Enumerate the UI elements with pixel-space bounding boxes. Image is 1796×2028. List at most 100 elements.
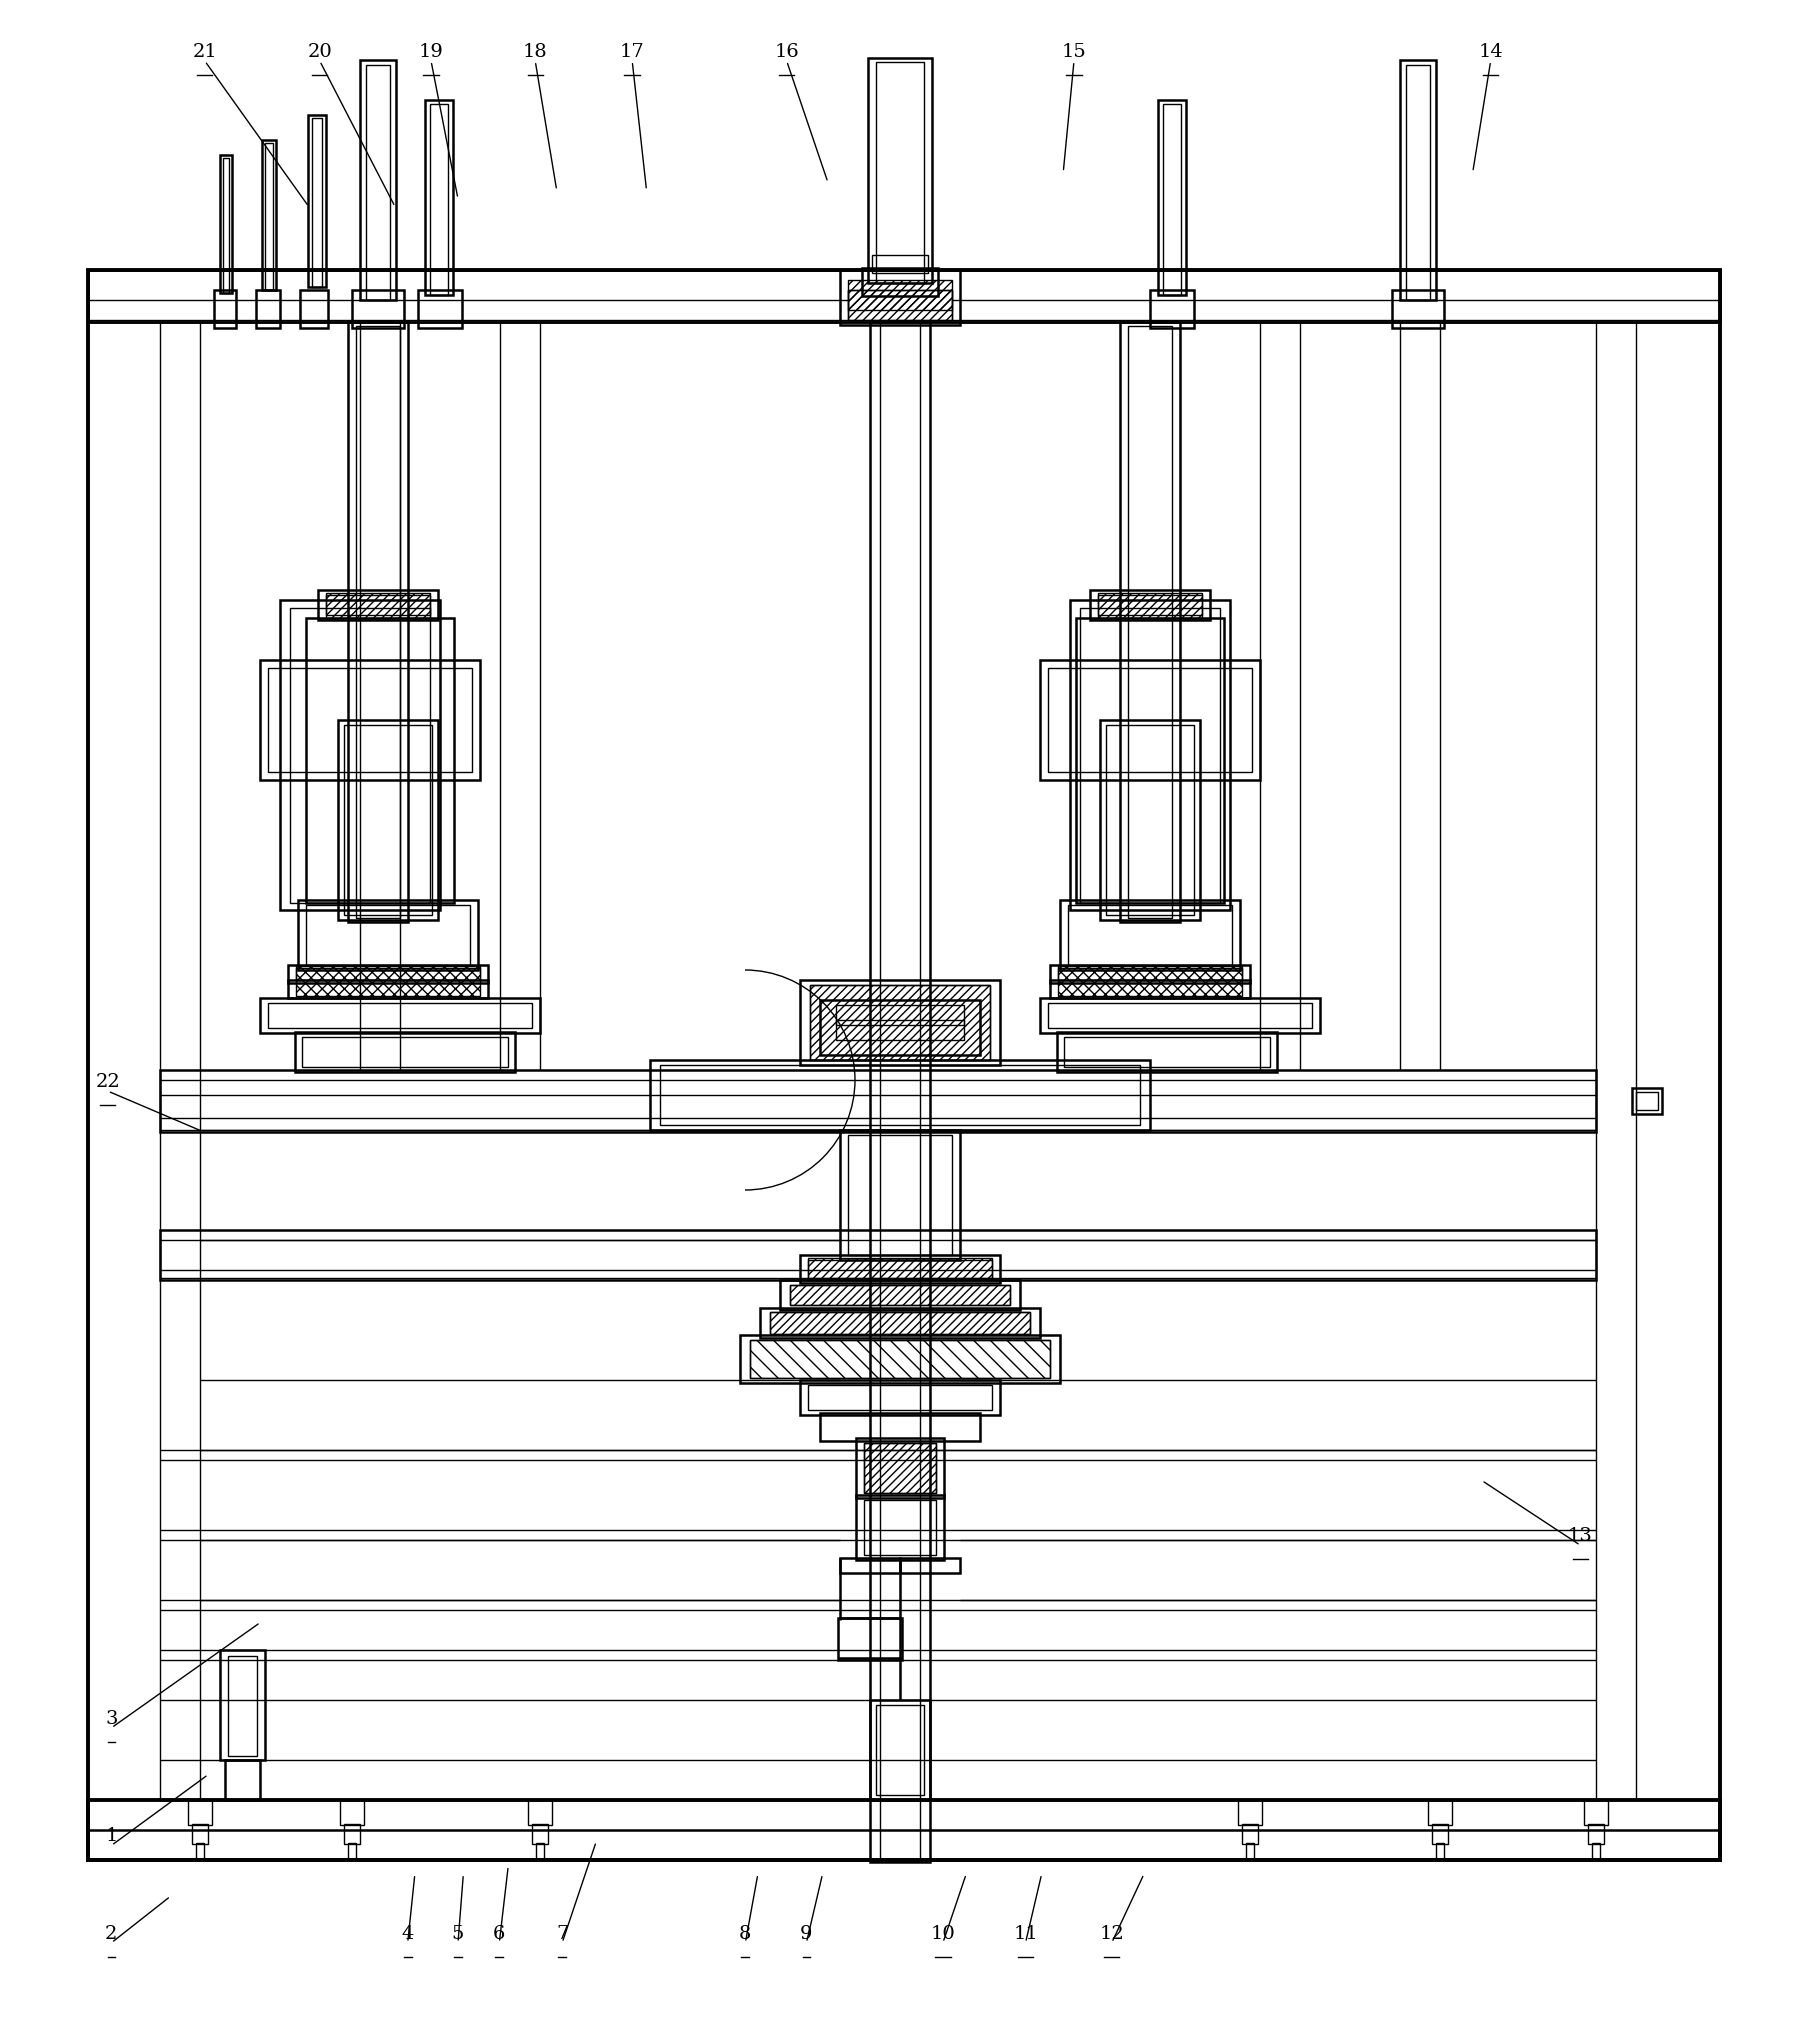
Bar	[869, 322, 930, 1862]
Bar	[1588, 1823, 1604, 1843]
Bar	[268, 1004, 532, 1028]
Text: 7: 7	[557, 1925, 568, 1943]
Bar	[366, 65, 390, 300]
Bar	[864, 1444, 936, 1493]
Text: 9: 9	[801, 1925, 812, 1943]
Bar	[821, 1000, 981, 1055]
Bar	[808, 1259, 991, 1278]
Bar	[1591, 1843, 1600, 1860]
Bar	[287, 980, 489, 998]
Text: 6: 6	[494, 1925, 505, 1943]
Bar	[348, 322, 408, 923]
Text: 22: 22	[95, 1073, 120, 1091]
Bar	[296, 967, 480, 980]
Bar	[770, 1312, 1029, 1334]
Bar	[535, 1843, 544, 1860]
Bar	[810, 986, 990, 1061]
Bar	[318, 590, 438, 621]
Bar	[160, 1071, 1597, 1132]
Bar	[779, 1280, 1020, 1310]
Bar	[867, 59, 932, 284]
Bar	[1128, 327, 1173, 919]
Bar	[835, 1006, 964, 1024]
Text: 21: 21	[192, 43, 217, 61]
Text: 8: 8	[740, 1925, 751, 1943]
Text: 10: 10	[930, 1925, 955, 1943]
Text: 17: 17	[620, 43, 645, 61]
Bar	[873, 256, 929, 274]
Bar	[196, 1843, 205, 1860]
Bar	[1406, 65, 1430, 300]
Bar	[266, 144, 273, 290]
Bar	[296, 965, 480, 996]
Bar	[1058, 965, 1243, 996]
Bar	[1097, 592, 1202, 619]
Bar	[356, 327, 401, 919]
Bar	[1099, 720, 1200, 921]
Bar	[808, 1385, 991, 1409]
Bar	[219, 1651, 266, 1760]
Bar	[1049, 1004, 1313, 1028]
Bar	[426, 99, 453, 294]
Text: 5: 5	[453, 1925, 463, 1943]
Bar	[352, 290, 404, 329]
Text: 4: 4	[402, 1925, 413, 1943]
Bar	[1051, 965, 1250, 984]
Bar	[1158, 99, 1185, 294]
Bar	[262, 140, 277, 290]
Bar	[1246, 1843, 1254, 1860]
Bar	[280, 600, 440, 911]
Bar	[1121, 322, 1180, 923]
Bar	[1106, 724, 1194, 915]
Bar	[1058, 1032, 1277, 1073]
Bar	[1431, 1823, 1448, 1843]
Bar	[1076, 619, 1225, 902]
Bar	[1049, 667, 1252, 773]
Bar	[359, 61, 395, 300]
Bar	[1437, 1843, 1444, 1860]
Bar	[295, 1032, 515, 1073]
Bar	[790, 1286, 1009, 1304]
Bar	[1401, 61, 1437, 300]
Bar	[864, 1501, 936, 1555]
Bar	[1633, 1087, 1661, 1113]
Bar	[857, 1495, 945, 1560]
Text: 12: 12	[1099, 1925, 1124, 1943]
Text: 13: 13	[1568, 1527, 1593, 1545]
Bar	[307, 116, 327, 288]
Text: 11: 11	[1013, 1925, 1038, 1943]
Bar	[869, 1699, 930, 1801]
Bar	[160, 1231, 1597, 1280]
Bar	[289, 608, 429, 902]
Text: 3: 3	[106, 1710, 117, 1728]
Bar	[268, 667, 472, 773]
Text: 16: 16	[774, 43, 799, 61]
Bar	[848, 280, 952, 310]
Bar	[257, 290, 280, 329]
Bar	[864, 1444, 936, 1493]
Bar	[260, 998, 541, 1032]
Bar	[345, 1823, 359, 1843]
Bar	[1149, 290, 1194, 329]
Bar	[1063, 1036, 1270, 1067]
Bar	[1164, 103, 1182, 294]
Bar	[189, 1801, 212, 1825]
Bar	[848, 290, 952, 320]
Bar	[841, 1558, 900, 1574]
Bar	[327, 594, 429, 614]
Bar	[300, 290, 329, 329]
Bar	[260, 659, 480, 781]
Bar	[348, 1843, 356, 1860]
Bar	[1040, 659, 1261, 781]
Text: 18: 18	[523, 43, 548, 61]
Bar	[345, 724, 433, 915]
Bar	[192, 1823, 208, 1843]
Bar	[1584, 1801, 1607, 1825]
Bar	[799, 980, 1000, 1065]
Bar	[1097, 594, 1202, 614]
Bar	[1058, 967, 1243, 980]
Bar	[1070, 600, 1230, 911]
Bar	[810, 986, 990, 1061]
Bar	[740, 1334, 1060, 1383]
Bar	[1069, 904, 1232, 965]
